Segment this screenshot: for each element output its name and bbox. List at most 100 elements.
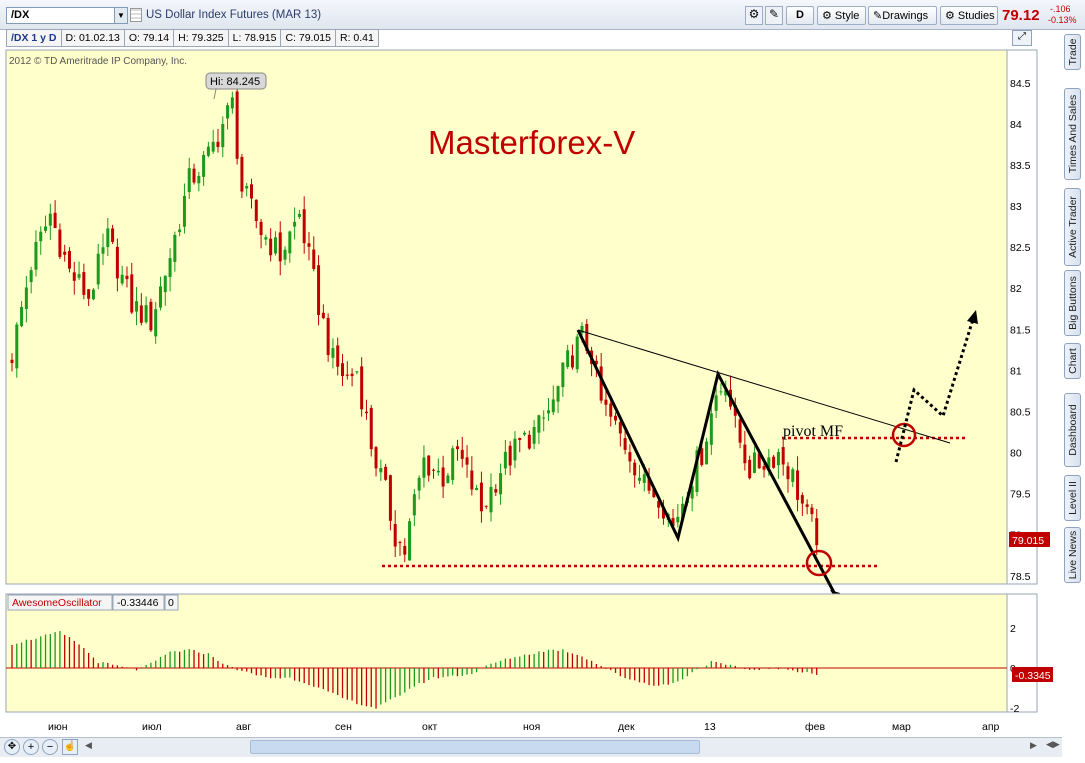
tab-label: Dashboard bbox=[1066, 404, 1079, 456]
zoom-in-icon[interactable]: + bbox=[23, 739, 39, 755]
candle-body bbox=[101, 247, 105, 254]
candle-body bbox=[800, 495, 804, 504]
candle-body bbox=[446, 475, 450, 484]
candle-body bbox=[767, 457, 771, 468]
drawings-button[interactable]: ✎Drawings bbox=[868, 6, 937, 25]
x-tick-label: авг bbox=[236, 721, 251, 733]
candle-body bbox=[278, 232, 282, 262]
candle-body bbox=[106, 228, 110, 247]
osc-value-box bbox=[112, 594, 165, 611]
top-toolbar: /DX ▼ US Dollar Index Futures (MAR 13) ⚙… bbox=[0, 0, 1085, 30]
candle-body bbox=[163, 275, 167, 293]
candle-body bbox=[542, 417, 546, 419]
candle-body bbox=[503, 451, 507, 469]
x-tick-label: мар bbox=[892, 721, 911, 733]
candle-body bbox=[527, 434, 531, 449]
target-circle bbox=[805, 549, 833, 577]
candle-body bbox=[733, 404, 737, 416]
osc-zero-box bbox=[164, 594, 179, 611]
candle-body bbox=[125, 275, 129, 280]
candle-body bbox=[484, 505, 488, 507]
candle-body bbox=[791, 469, 795, 482]
symbol-period-cell: /DX 1 y D bbox=[6, 29, 62, 47]
price-tick-label: 84 bbox=[1010, 119, 1022, 131]
candle-body bbox=[762, 466, 766, 470]
candle-body bbox=[341, 363, 345, 377]
candle-body bbox=[149, 301, 153, 331]
osc-value: -0.33446 bbox=[117, 597, 159, 609]
candle-body bbox=[781, 447, 785, 465]
candle-body bbox=[288, 231, 292, 254]
candle-body bbox=[604, 399, 608, 405]
candle-body bbox=[369, 407, 373, 450]
candle-body bbox=[599, 366, 603, 401]
candle-body bbox=[412, 494, 416, 516]
chart-canvas[interactable]: 84.58483.58382.58281.58180.58079.57978.5… bbox=[0, 0, 1062, 740]
chart-title: US Dollar Index Futures (MAR 13) bbox=[146, 9, 322, 21]
candle-body bbox=[87, 289, 91, 299]
candle-body bbox=[178, 229, 182, 233]
tab-live-news[interactable]: Live News bbox=[1064, 527, 1081, 583]
price-badge-box bbox=[1009, 532, 1050, 547]
candle-body bbox=[360, 366, 364, 410]
candle-body bbox=[384, 466, 388, 480]
style-button[interactable]: ⚙ Style bbox=[817, 6, 866, 25]
projection-path bbox=[894, 315, 976, 463]
pan-icon[interactable]: ✥ bbox=[4, 739, 20, 755]
price-tick-label: 83 bbox=[1010, 201, 1022, 213]
candle-body bbox=[317, 265, 321, 316]
symbol-dropdown-icon[interactable]: ▼ bbox=[114, 7, 128, 24]
wrench-icon[interactable]: ✎ bbox=[765, 6, 783, 25]
tab-big-buttons[interactable]: Big Buttons bbox=[1064, 270, 1081, 336]
studies-button[interactable]: ⚙ Studies bbox=[940, 6, 998, 25]
chart-settings-icon[interactable]: ⤢ bbox=[1012, 30, 1032, 46]
candle-body bbox=[546, 410, 550, 414]
osc-panel bbox=[5, 593, 1008, 713]
tab-active-trader[interactable]: Active Trader bbox=[1064, 188, 1081, 266]
x-tick-label: июл bbox=[142, 721, 162, 733]
zigzag-line bbox=[576, 329, 840, 601]
candle-body bbox=[91, 289, 95, 300]
grid-icon[interactable] bbox=[130, 8, 142, 22]
candle-body bbox=[642, 474, 646, 483]
x-tick-label: сен bbox=[335, 721, 352, 733]
price-tick-label: 78.5 bbox=[1010, 571, 1031, 583]
x-tick-label: окт bbox=[422, 721, 438, 733]
tab-dashboard[interactable]: Dashboard bbox=[1064, 393, 1081, 467]
candle-body bbox=[743, 444, 747, 464]
candle-body bbox=[436, 470, 440, 473]
open-cell: O: 79.14 bbox=[123, 29, 175, 47]
scrollbar-thumb[interactable] bbox=[250, 740, 700, 754]
candle-body bbox=[805, 504, 809, 507]
tab-times-and-sales[interactable]: Times And Sales bbox=[1064, 88, 1081, 180]
candle-body bbox=[111, 228, 115, 242]
candle-body bbox=[460, 449, 464, 459]
last-price: 79.12 bbox=[1002, 7, 1040, 24]
period-button[interactable]: D bbox=[786, 6, 814, 25]
candle-body bbox=[417, 477, 421, 491]
candle-body bbox=[230, 97, 234, 109]
candle-body bbox=[700, 448, 704, 466]
x-tick-label: 13 bbox=[704, 721, 716, 733]
fast-forward-icon[interactable]: ◀▶ bbox=[1046, 739, 1060, 749]
price-tick-label: 81 bbox=[1010, 365, 1022, 377]
tools-icon[interactable]: ⚙ bbox=[745, 6, 763, 25]
candle-body bbox=[345, 374, 349, 376]
candle-body bbox=[297, 213, 301, 217]
osc-zero: 0 bbox=[168, 597, 174, 609]
zoom-out-icon[interactable]: − bbox=[42, 739, 58, 755]
cursor-icon[interactable]: ☝ bbox=[62, 739, 78, 755]
tab-trade[interactable]: Trade bbox=[1064, 34, 1081, 70]
osc-name[interactable]: AwesomeOscillator bbox=[12, 597, 102, 609]
candle-body bbox=[254, 199, 258, 222]
scroll-right-icon[interactable]: ▶ bbox=[1030, 740, 1037, 750]
tab-label: Active Trader bbox=[1066, 196, 1079, 258]
ohlc-info-row: /DX 1 y D D: 01.02.13 O: 79.14 H: 79.325… bbox=[6, 29, 379, 47]
tab-level-ii[interactable]: Level II bbox=[1064, 475, 1081, 521]
candle-body bbox=[130, 274, 134, 313]
candle-body bbox=[379, 468, 383, 473]
tab-label: Trade bbox=[1066, 38, 1079, 66]
candle-body bbox=[331, 348, 335, 358]
scroll-left-icon[interactable]: ◀ bbox=[85, 740, 92, 750]
tab-chart[interactable]: Chart bbox=[1064, 343, 1081, 379]
